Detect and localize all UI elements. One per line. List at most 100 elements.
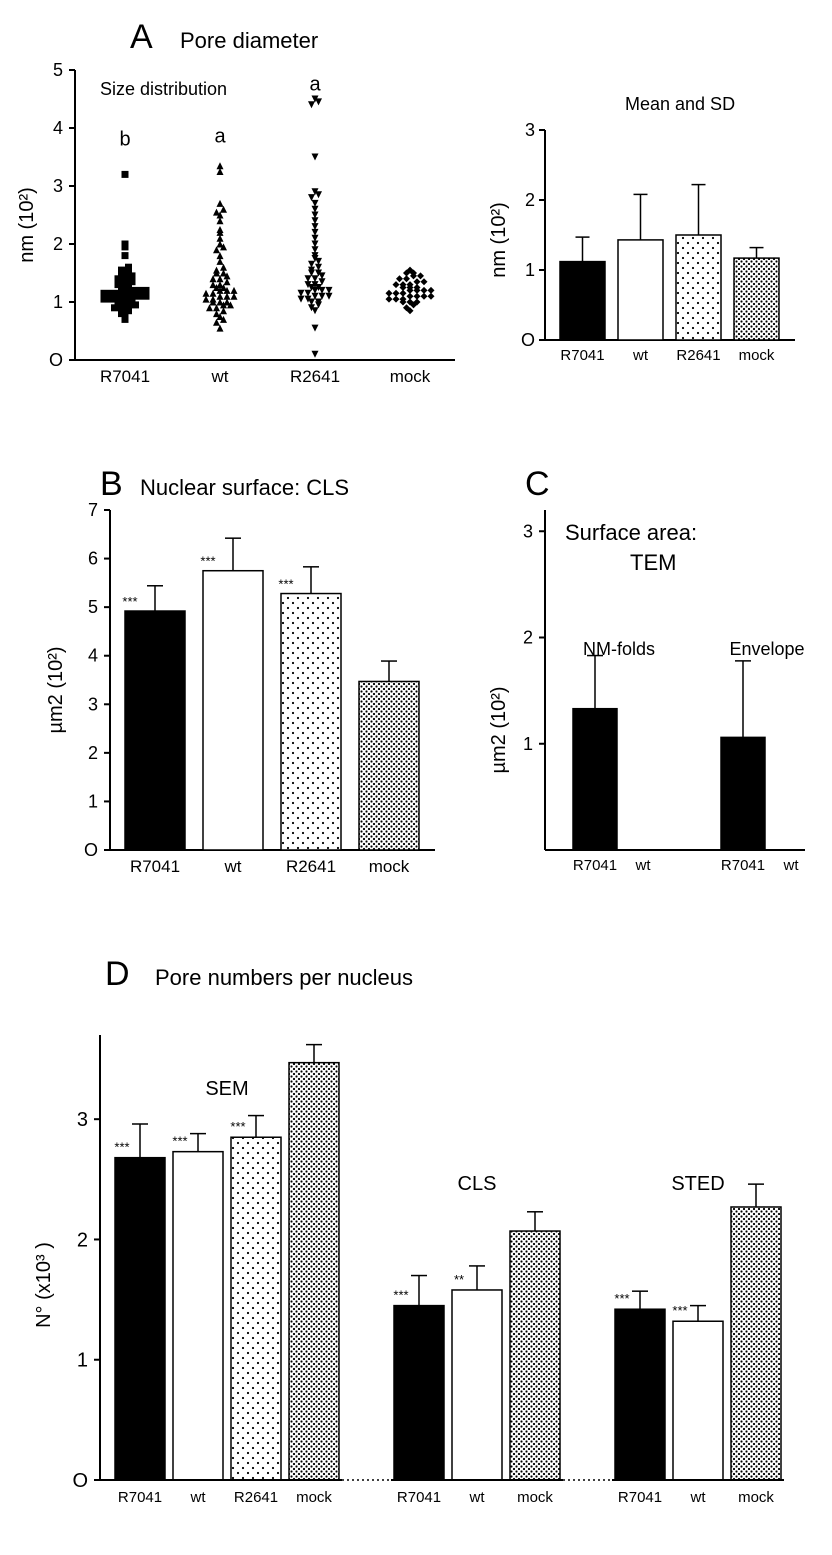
panel-d-title: Pore numbers per nucleus [155, 965, 413, 990]
svg-text:R2641: R2641 [286, 857, 336, 876]
panel-d-chart: N° (x10³ ) O123 ***R7041***wt***R2641moc… [33, 1035, 784, 1506]
bar [231, 1137, 281, 1480]
svg-text:O: O [84, 840, 98, 860]
svg-text:7: 7 [88, 500, 98, 520]
svg-text:R7041: R7041 [397, 1489, 441, 1506]
svg-text:STED: STED [671, 1173, 724, 1195]
svg-text:2: 2 [53, 234, 63, 254]
panel-b-ylabel: µm2 (10²) [45, 646, 67, 733]
svg-text:2: 2 [77, 1229, 88, 1251]
svg-text:***: *** [200, 554, 215, 569]
svg-text:***: *** [393, 1288, 408, 1303]
panel-a-svg: A Pore diameter nm (10²) Size distributi… [0, 0, 832, 420]
svg-text:5: 5 [88, 597, 98, 617]
panel-c: C Surface area: TEM µm2 (10²) 1 2 3 R7041 w… [470, 455, 832, 905]
panel-b: B Nuclear surface: CLS µm2 (10²) O123456… [0, 455, 500, 905]
svg-text:mock: mock [738, 1489, 774, 1506]
svg-text:***: *** [172, 1134, 187, 1149]
svg-text:b: b [119, 128, 130, 150]
mean-sd-label: Mean and SD [625, 94, 735, 114]
svg-text:5: 5 [53, 60, 63, 80]
svg-text:3: 3 [77, 1109, 88, 1131]
svg-text:O: O [72, 1470, 88, 1492]
svg-text:mock: mock [517, 1489, 553, 1506]
svg-text:1: 1 [523, 734, 533, 754]
panel-a-title: Pore diameter [180, 28, 318, 53]
panel-d-svg: D Pore numbers per nucleus N° (x10³ ) O 1… [0, 940, 832, 1550]
svg-text:1: 1 [88, 791, 98, 811]
svg-text:2: 2 [88, 743, 98, 763]
panel-c-title: Surface area: [565, 520, 697, 545]
svg-text:CLS: CLS [458, 1173, 497, 1195]
svg-text:***: *** [614, 1291, 629, 1306]
svg-text:wt: wt [632, 347, 649, 364]
svg-text:NM-folds: NM-folds [583, 639, 655, 659]
bar [173, 1152, 223, 1480]
svg-text:mock: mock [296, 1489, 332, 1506]
svg-text:2: 2 [525, 190, 535, 210]
bar [731, 1207, 781, 1480]
bar [615, 1309, 665, 1480]
svg-text:4: 4 [88, 646, 98, 666]
svg-text:wt: wt [469, 1489, 486, 1506]
panel-c-svg: C Surface area: TEM µm2 (10²) 1 2 3 R7041 w… [470, 455, 832, 905]
panel-a-label: A [130, 18, 153, 56]
panel-c-title2: TEM [630, 550, 676, 575]
panel-c-ylabel: µm2 (10²) [488, 686, 510, 773]
svg-text:mock: mock [739, 347, 775, 364]
panel-c-label: C [525, 465, 550, 503]
bar [394, 1306, 444, 1480]
svg-text:6: 6 [88, 549, 98, 569]
bar [115, 1158, 165, 1480]
svg-text:wt: wt [224, 857, 242, 876]
svg-text:R7041: R7041 [100, 367, 150, 386]
panel-d-ylabel: N° (x10³ ) [33, 1242, 55, 1328]
svg-text:4: 4 [53, 118, 63, 138]
svg-text:1: 1 [53, 292, 63, 312]
svg-text:wt: wt [190, 1489, 207, 1506]
svg-text:***: *** [230, 1119, 245, 1134]
panel-d: D Pore numbers per nucleus N° (x10³ ) O 1… [0, 940, 832, 1550]
svg-text:R7041: R7041 [721, 857, 765, 874]
svg-text:mock: mock [369, 857, 410, 876]
svg-text:1: 1 [525, 260, 535, 280]
panel-b-label: B [100, 465, 123, 503]
svg-text:wt: wt [690, 1489, 707, 1506]
svg-text:***: *** [122, 594, 137, 609]
panel-b-svg: B Nuclear surface: CLS µm2 (10²) O123456… [0, 455, 500, 905]
svg-text:3: 3 [523, 521, 533, 541]
svg-text:R7041: R7041 [560, 347, 604, 364]
svg-text:3: 3 [525, 120, 535, 140]
svg-text:1: 1 [77, 1350, 88, 1372]
svg-text:O: O [521, 330, 535, 350]
svg-text:***: *** [278, 577, 293, 592]
svg-text:wt: wt [635, 857, 652, 874]
svg-text:SEM: SEM [205, 1078, 248, 1100]
svg-text:R7041: R7041 [118, 1489, 162, 1506]
panel-a-right-ylabel: nm (10²) [488, 202, 510, 278]
svg-text:wt: wt [211, 367, 229, 386]
svg-text:2: 2 [523, 628, 533, 648]
panel-b-chart: µm2 (10²) O1234567 ********* R7041wtR264… [45, 500, 435, 876]
bar [510, 1231, 560, 1480]
svg-text:Envelope: Envelope [729, 639, 804, 659]
panel-a-left-ylabel: nm (10²) [16, 187, 38, 263]
svg-text:R7041: R7041 [618, 1489, 662, 1506]
svg-text:**: ** [454, 1272, 464, 1287]
bar [452, 1290, 502, 1480]
panel-a-bars: nm (10²) Mean and SD O123 R7041wtR2641mo… [488, 94, 795, 364]
bar [673, 1321, 723, 1480]
svg-text:O: O [49, 350, 63, 370]
svg-text:***: *** [114, 1140, 129, 1155]
svg-text:R7041: R7041 [130, 857, 180, 876]
svg-text:R2641: R2641 [290, 367, 340, 386]
svg-text:3: 3 [53, 176, 63, 196]
bar [289, 1063, 339, 1480]
panel-d-label: D [105, 955, 130, 993]
panel-a-scatter: nm (10²) Size distribution O 1 2 3 4 5 R7041 w… [16, 60, 455, 386]
size-distribution-label: Size distribution [100, 79, 227, 99]
svg-text:a: a [309, 73, 321, 95]
svg-text:wt: wt [783, 857, 800, 874]
svg-text:R7041: R7041 [573, 857, 617, 874]
svg-text:mock: mock [390, 367, 431, 386]
